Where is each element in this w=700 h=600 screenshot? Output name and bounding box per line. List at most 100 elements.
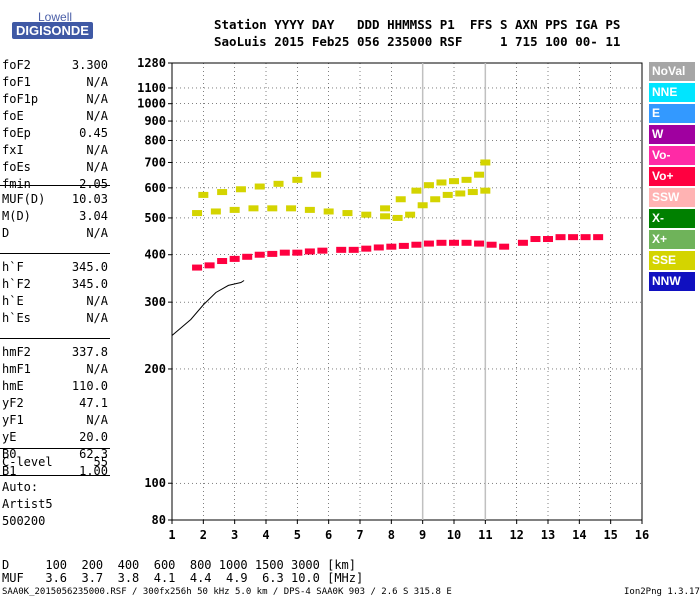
param-divider bbox=[0, 475, 110, 476]
y-tick-label: 1280 bbox=[137, 56, 166, 70]
echo-trace-point bbox=[229, 206, 240, 213]
param-row: D N/A bbox=[2, 226, 108, 242]
param-value: 47.1 bbox=[79, 396, 108, 410]
param-divider bbox=[0, 448, 110, 449]
param-name: fmin bbox=[2, 177, 31, 191]
echo-trace-point bbox=[580, 234, 591, 241]
echo-trace-point bbox=[398, 242, 409, 249]
echo-trace-point bbox=[248, 205, 259, 212]
param-name: h`Es bbox=[2, 311, 31, 325]
param-value: N/A bbox=[86, 226, 108, 240]
x-tick-label: 12 bbox=[509, 528, 523, 542]
echo-trace-point bbox=[273, 180, 284, 187]
param-value: N/A bbox=[86, 311, 108, 325]
param-value: 2.05 bbox=[79, 177, 108, 191]
param-value: 55 bbox=[93, 455, 108, 469]
param-divider bbox=[0, 338, 110, 339]
echo-trace-point bbox=[254, 183, 265, 190]
echo-trace-point bbox=[380, 213, 391, 220]
header-labels-row: Station YYYY DAY DDD HHMMSS P1 FFS S AXN… bbox=[214, 17, 621, 32]
param-row: foE N/A bbox=[2, 109, 108, 125]
param-name: hmF1 bbox=[2, 362, 31, 376]
param-value: 20.0 bbox=[79, 430, 108, 444]
echo-trace-point bbox=[423, 240, 434, 247]
param-value: N/A bbox=[86, 143, 108, 157]
echo-trace-point bbox=[480, 159, 491, 166]
echo-trace-point bbox=[242, 253, 253, 260]
param-name: C-level bbox=[2, 455, 53, 469]
echo-trace-point bbox=[474, 240, 485, 247]
echo-trace-point bbox=[499, 243, 510, 250]
footer-version: Ion2Png 1.3.17 bbox=[624, 587, 700, 597]
param-value: N/A bbox=[86, 160, 108, 174]
param-name: D bbox=[2, 226, 10, 240]
echo-trace-point bbox=[217, 258, 228, 265]
x-tick-label: 14 bbox=[572, 528, 586, 542]
echo-trace-point bbox=[436, 179, 447, 186]
legend-item: Vo- bbox=[649, 146, 695, 165]
param-name: hmF2 bbox=[2, 345, 31, 359]
param-row: yE 20.0 bbox=[2, 430, 108, 446]
param-row: fmin 2.05 bbox=[2, 177, 108, 193]
x-tick-label: 15 bbox=[603, 528, 617, 542]
y-tick-label: 200 bbox=[144, 362, 166, 376]
echo-trace-point bbox=[430, 196, 441, 203]
param-row: foF2 3.300 bbox=[2, 58, 108, 74]
param-value: N/A bbox=[86, 413, 108, 427]
param-value: 62.3 bbox=[79, 447, 108, 461]
echo-trace-point bbox=[342, 210, 353, 217]
echo-trace-point bbox=[286, 205, 297, 212]
param-row: hmF1 N/A bbox=[2, 362, 108, 378]
y-tick-label: 900 bbox=[144, 114, 166, 128]
param-name: h`E bbox=[2, 294, 24, 308]
autoscaling-label: Auto: bbox=[2, 480, 39, 494]
param-name: hmE bbox=[2, 379, 24, 393]
echo-trace-point bbox=[192, 210, 203, 217]
param-name: h`F bbox=[2, 260, 24, 274]
param-name: B1 bbox=[2, 464, 17, 478]
legend-item: NNW bbox=[649, 272, 695, 291]
param-row: h`F2 345.0 bbox=[2, 277, 108, 293]
footer-muf-row: MUF 3.6 3.7 3.8 4.1 4.4 4.9 6.3 10.0 [MH… bbox=[2, 571, 364, 585]
param-name: M(D) bbox=[2, 209, 31, 223]
legend-item: SSW bbox=[649, 188, 695, 207]
param-name: foEp bbox=[2, 126, 31, 140]
echo-trace-point bbox=[530, 236, 541, 243]
param-name: foEs bbox=[2, 160, 31, 174]
param-value: N/A bbox=[86, 75, 108, 89]
legend-item: Vo+ bbox=[649, 167, 695, 186]
x-tick-label: 9 bbox=[419, 528, 426, 542]
echo-trace-point bbox=[229, 255, 240, 262]
param-row: hmF2 337.8 bbox=[2, 345, 108, 361]
y-tick-label: 800 bbox=[144, 133, 166, 147]
echo-trace-point bbox=[417, 202, 428, 209]
footer-distance-row: D 100 200 400 600 800 1000 1500 3000 [km… bbox=[2, 558, 357, 572]
param-value: N/A bbox=[86, 294, 108, 308]
param-row: h`E N/A bbox=[2, 294, 108, 310]
param-row: foEs N/A bbox=[2, 160, 108, 176]
footer-file-info: SAA0K_2015056235000.RSF / 300fx256h 50 k… bbox=[2, 587, 452, 597]
param-name: foE bbox=[2, 109, 24, 123]
echo-trace-point bbox=[348, 246, 359, 253]
echo-trace-point bbox=[386, 243, 397, 250]
param-row: h`Es N/A bbox=[2, 311, 108, 327]
x-tick-label: 10 bbox=[447, 528, 461, 542]
echo-trace-point bbox=[423, 182, 434, 189]
legend-item: NoVal bbox=[649, 62, 695, 81]
param-row: yF2 47.1 bbox=[2, 396, 108, 412]
echo-trace-point bbox=[568, 234, 579, 241]
legend-item: W bbox=[649, 125, 695, 144]
x-tick-label: 16 bbox=[635, 528, 649, 542]
echo-trace-point bbox=[292, 176, 303, 183]
x-tick-label: 8 bbox=[388, 528, 395, 542]
echo-trace-point bbox=[217, 189, 228, 196]
echo-trace-point bbox=[392, 214, 403, 221]
param-row: foF1 N/A bbox=[2, 75, 108, 91]
x-tick-label: 11 bbox=[478, 528, 492, 542]
echo-trace-point bbox=[405, 211, 416, 218]
logo-text-top: Lowell bbox=[38, 10, 73, 24]
param-value: 345.0 bbox=[71, 277, 108, 291]
legend-item: E bbox=[649, 104, 695, 123]
echo-trace-point bbox=[461, 239, 472, 246]
autoscaling-version: 500200 bbox=[2, 514, 46, 528]
